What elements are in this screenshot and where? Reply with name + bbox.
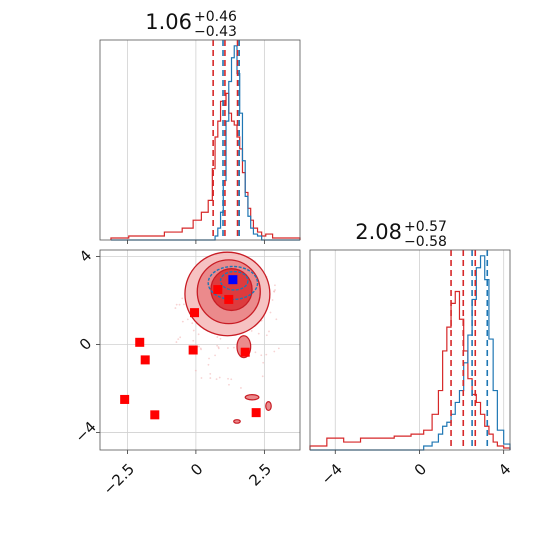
red-square-marker [135, 337, 145, 347]
sample-point [265, 334, 268, 337]
x-tick-label: 0 [411, 460, 430, 479]
sample-point [214, 354, 216, 357]
blue-square-marker [228, 275, 238, 285]
sample-point [269, 311, 272, 314]
red-square-marker [224, 294, 234, 304]
sample-point [273, 350, 276, 353]
sample-point [254, 351, 257, 354]
panel-title-sup: +0.57 [404, 219, 447, 235]
sample-point [232, 346, 235, 349]
sample-point [268, 330, 270, 333]
sample-point [216, 336, 219, 338]
sample-point [215, 378, 218, 381]
sample-point [273, 290, 276, 293]
panel-frame [99, 249, 301, 451]
sample-point [274, 284, 276, 287]
x-tick-label: 0 [187, 460, 206, 479]
sample-point [271, 299, 274, 301]
sample-point [257, 332, 260, 335]
sample-point [250, 330, 253, 332]
panel-title: 2.08 [355, 220, 402, 244]
x-tick-label: −4 [318, 460, 346, 488]
sample-point [219, 337, 222, 340]
sample-point [261, 375, 264, 378]
sample-point [240, 387, 242, 389]
sample-point [175, 303, 178, 306]
sample-point [209, 372, 212, 375]
red-square-marker [188, 345, 198, 355]
panel-title-sub: −0.43 [194, 24, 237, 40]
sample-point [178, 303, 181, 306]
panel-frame [309, 249, 511, 451]
sample-point [192, 339, 195, 342]
sample-point [174, 307, 177, 309]
sample-point [197, 333, 200, 336]
x-tick-label: 4 [495, 460, 514, 479]
sample-point [207, 363, 210, 366]
sample-point [192, 329, 195, 332]
sample-point [209, 377, 212, 379]
panel-title-sup: +0.46 [194, 9, 237, 25]
panel-frame [99, 39, 301, 241]
marginal-y-panel: −4 0 4 2.08 +0.57−0.58 [309, 219, 514, 488]
y-tick-label: −4 [71, 418, 99, 446]
blue-density-contour [219, 270, 249, 291]
sample-point [227, 377, 229, 380]
sample-point [228, 383, 230, 386]
joint-scatter-panel: −2.5 0 2.5 4 0 −4 [71, 247, 301, 499]
sample-point [274, 289, 276, 291]
sample-point [216, 344, 219, 347]
red-square-marker [120, 394, 130, 404]
sample-point [260, 354, 263, 357]
marginal-x-panel: 1.06 +0.46−0.43 [99, 9, 301, 244]
histogram-series [309, 290, 511, 450]
sample-point [198, 345, 200, 348]
sample-point [181, 297, 184, 300]
red-square-marker [240, 347, 250, 357]
red-density-blob [233, 419, 241, 424]
sample-point [177, 338, 180, 341]
y-tick-label: 4 [76, 247, 95, 266]
sample-point [194, 369, 197, 372]
red-density-blob [244, 394, 260, 401]
sample-point [181, 320, 184, 323]
sample-point [179, 336, 182, 339]
sample-point [277, 347, 280, 350]
sample-point [265, 353, 268, 356]
histogram-series [310, 255, 511, 451]
histogram-series [110, 92, 301, 240]
panel-title-sub: −0.58 [404, 234, 447, 250]
sample-point [175, 341, 178, 343]
red-square-marker [150, 410, 160, 420]
sample-point [230, 378, 233, 381]
sample-point [186, 318, 189, 321]
sample-point [262, 361, 265, 364]
panel-title: 1.06 [145, 10, 192, 34]
x-tick-label: −2.5 [100, 460, 138, 498]
red-square-marker [251, 408, 261, 418]
sample-point [226, 347, 229, 349]
sample-point [200, 377, 203, 379]
sample-point [275, 318, 278, 321]
red-density-blob [265, 401, 272, 412]
sample-point [182, 303, 185, 306]
red-square-marker [190, 308, 200, 318]
x-tick-label: 2.5 [246, 460, 276, 490]
sample-point [199, 347, 202, 350]
sample-point [218, 376, 221, 379]
sample-point [217, 347, 220, 350]
red-square-marker [140, 355, 150, 365]
histogram-series [110, 45, 300, 241]
sample-point [208, 357, 210, 360]
y-tick-label: 0 [76, 334, 95, 353]
red-square-marker [213, 285, 223, 295]
sample-point [191, 322, 194, 325]
